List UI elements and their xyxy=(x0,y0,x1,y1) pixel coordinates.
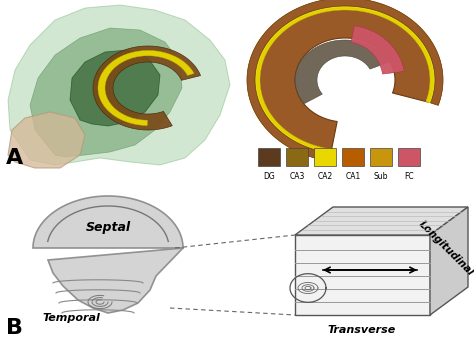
Text: CA2: CA2 xyxy=(318,172,333,181)
Text: Sub: Sub xyxy=(374,172,388,181)
Polygon shape xyxy=(8,5,230,165)
Text: FC: FC xyxy=(404,172,414,181)
Polygon shape xyxy=(295,235,430,315)
Polygon shape xyxy=(247,0,443,161)
Polygon shape xyxy=(30,28,182,157)
Polygon shape xyxy=(70,50,160,126)
Polygon shape xyxy=(295,207,468,235)
Polygon shape xyxy=(98,51,194,125)
Text: Longitudinal: Longitudinal xyxy=(417,219,474,277)
Bar xyxy=(286,148,308,166)
Polygon shape xyxy=(93,46,201,130)
Text: DG: DG xyxy=(263,172,275,181)
Polygon shape xyxy=(351,26,404,74)
Polygon shape xyxy=(247,0,443,161)
Polygon shape xyxy=(257,8,433,151)
Text: Transverse: Transverse xyxy=(328,325,396,335)
Text: A: A xyxy=(6,148,23,168)
Text: CA1: CA1 xyxy=(346,172,361,181)
Bar xyxy=(342,148,364,166)
Polygon shape xyxy=(8,112,85,168)
Polygon shape xyxy=(295,40,390,103)
Text: CA3: CA3 xyxy=(289,172,305,181)
Bar xyxy=(398,148,420,166)
Bar xyxy=(258,148,280,166)
Text: Septal: Septal xyxy=(85,221,130,235)
Polygon shape xyxy=(430,207,468,315)
Bar xyxy=(370,148,392,166)
Text: Temporal: Temporal xyxy=(42,313,100,323)
Text: B: B xyxy=(6,318,23,338)
Polygon shape xyxy=(33,196,183,313)
Bar xyxy=(314,148,336,166)
